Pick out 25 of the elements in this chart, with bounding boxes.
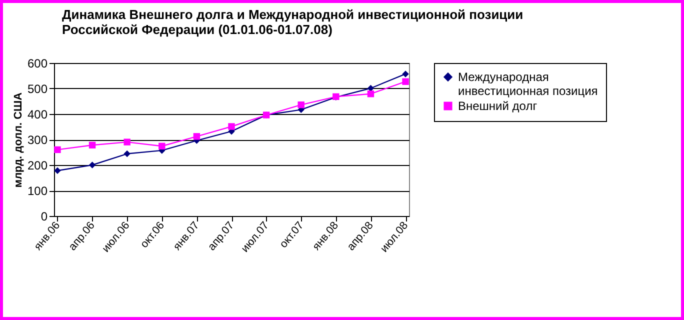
text: Российской Федерации (01.01.06-01.07.08) (62, 22, 332, 37)
point (367, 90, 374, 98)
point (158, 142, 166, 150)
y-tick-label: 0 (40, 210, 48, 224)
legend-label: Международная инвестиционная позиция (458, 70, 598, 98)
y-tick-label: 600 (27, 56, 48, 70)
y-axis-title: млрд. долл. США (12, 92, 24, 188)
text: Динамика Внешнего долга и Международной инвестиционной позиции (62, 7, 524, 22)
point (298, 101, 304, 108)
point (228, 123, 235, 130)
point (54, 167, 61, 174)
y-tick-label: 400 (27, 108, 48, 122)
point (193, 133, 200, 140)
point (402, 70, 409, 78)
y-tick-label: 300 (27, 133, 48, 147)
point (88, 162, 96, 168)
y-tick-label: 200 (27, 158, 48, 172)
point (402, 78, 409, 85)
point (124, 150, 130, 158)
point (54, 146, 61, 154)
y-tick-label: 500 (27, 82, 48, 96)
legend-label: Внешний долг (458, 99, 538, 113)
point (88, 142, 96, 148)
y-tick-label: 100 (27, 184, 48, 198)
point (124, 138, 130, 146)
